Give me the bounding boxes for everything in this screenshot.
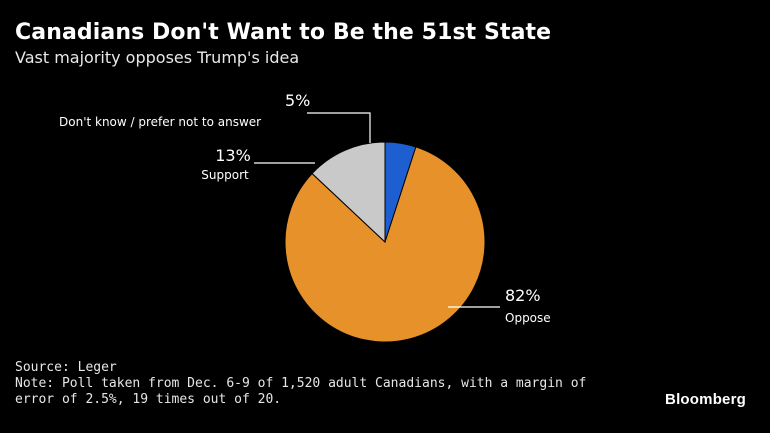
chart-title: Canadians Don't Want to Be the 51st Stat… xyxy=(15,20,552,45)
category-label-don-t-know-prefer-not-to-answer: Don't know / prefer not to answer xyxy=(59,115,261,129)
bloomberg-logo: Bloomberg xyxy=(665,391,746,408)
category-label-oppose: Oppose xyxy=(505,311,551,325)
leader-line-don-t-know-prefer-not-to-answer xyxy=(307,112,371,143)
category-label-support: Support xyxy=(201,168,249,182)
source-note: Source: Leger xyxy=(15,360,117,375)
chart-subtitle: Vast majority opposes Trump's idea xyxy=(15,48,300,67)
value-label-oppose: 82% xyxy=(505,286,541,305)
value-label-support: 13% xyxy=(215,146,251,165)
value-label-don-t-know-prefer-not-to-answer: 5% xyxy=(285,91,310,110)
pie-slice-support xyxy=(311,141,386,244)
poll-note-line-2: error of 2.5%, 19 times out of 20. xyxy=(15,392,282,407)
poll-note-line-1: Note: Poll taken from Dec. 6-9 of 1,520 … xyxy=(15,376,587,391)
chart-footer: Source: Leger Note: Poll taken from Dec.… xyxy=(15,360,586,408)
